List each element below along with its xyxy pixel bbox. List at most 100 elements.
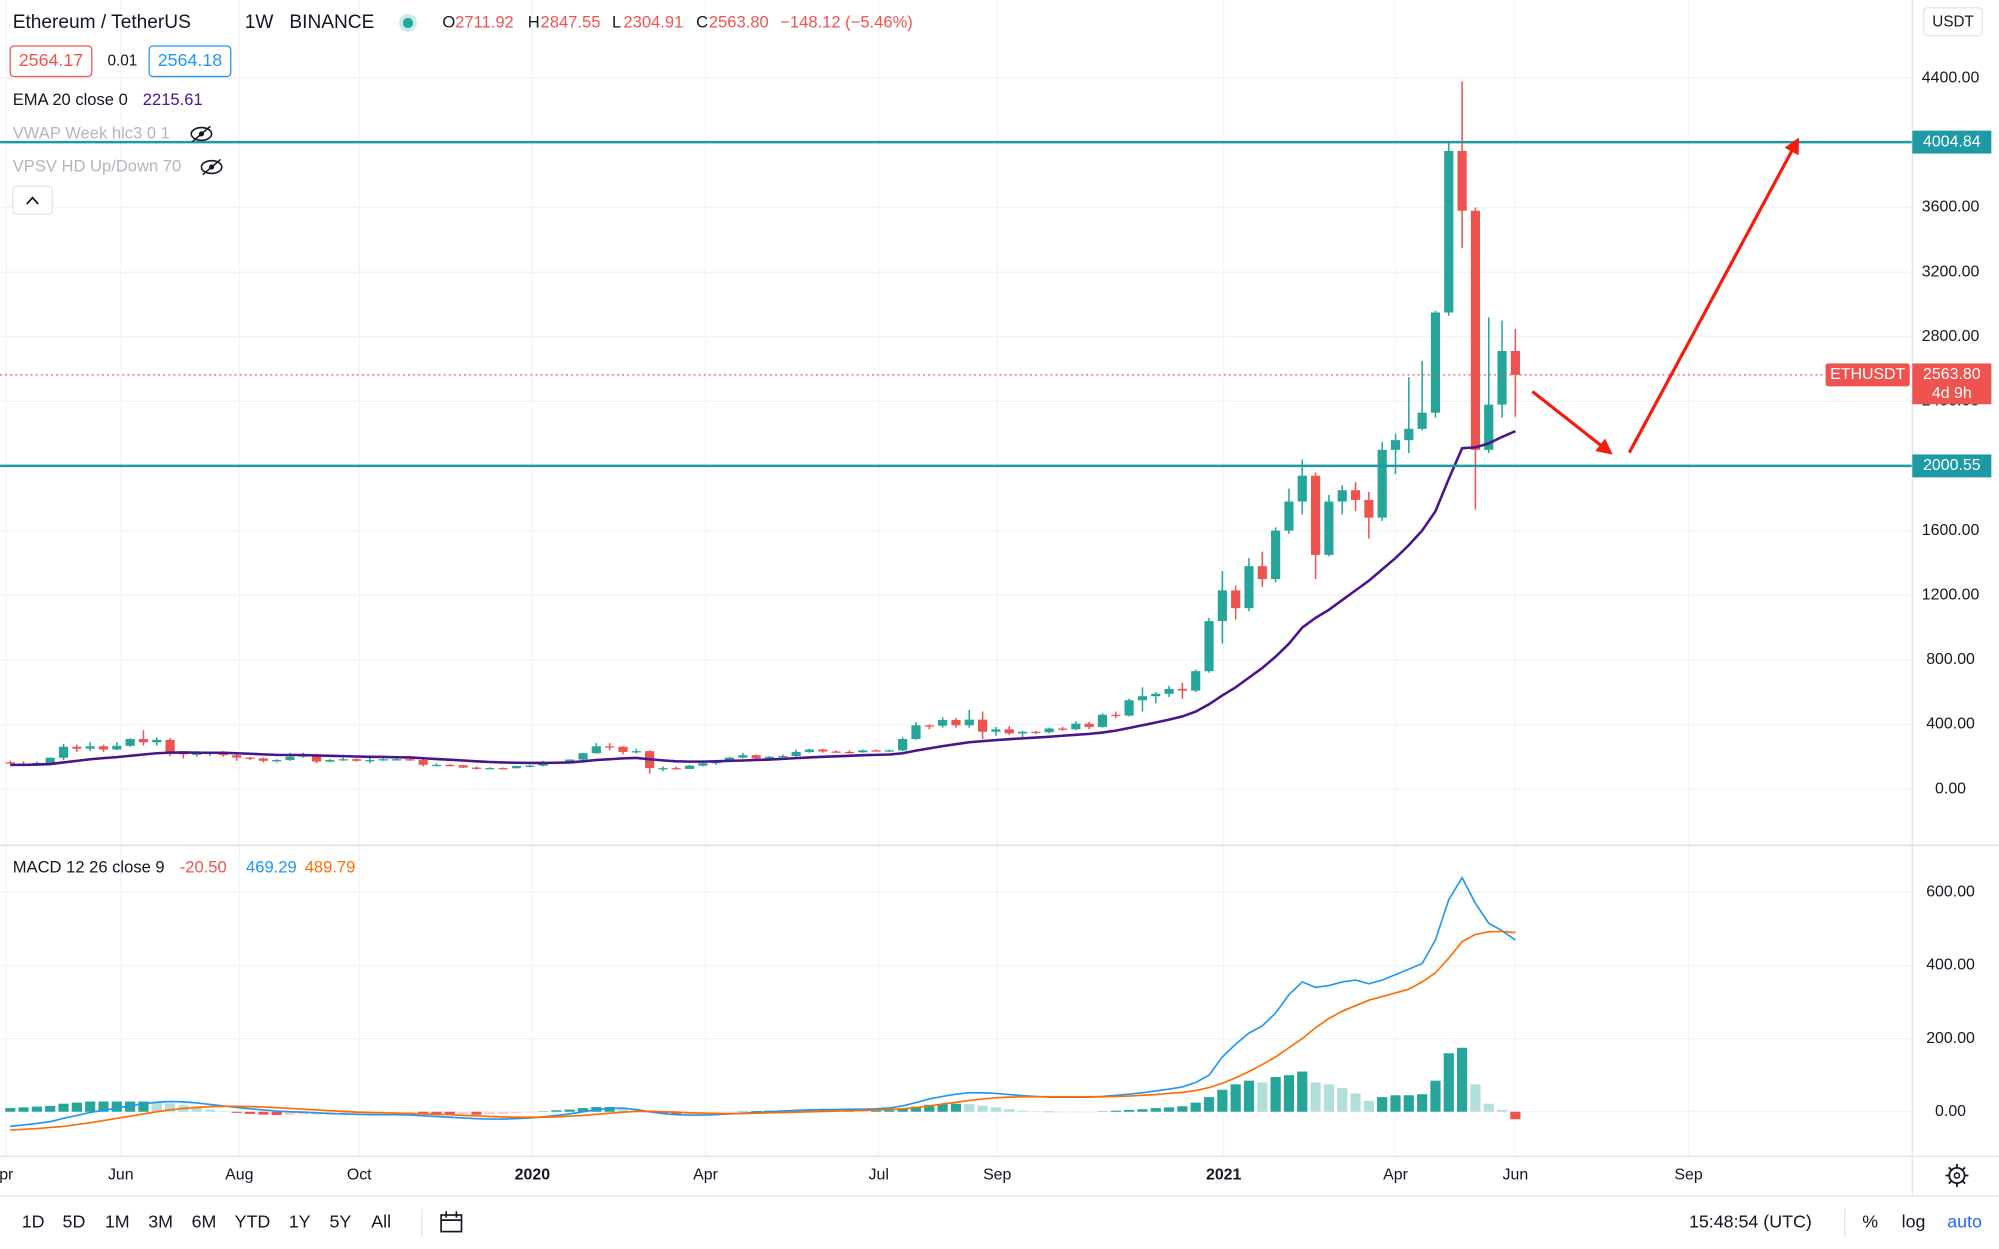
candle-body — [831, 751, 841, 753]
auto-toggle[interactable]: auto — [1947, 1211, 1982, 1231]
bid[interactable]: 2564.17 — [19, 50, 84, 70]
toolbar: 1D 5D 1M 3M 6M YTD 1Y 5Y All — [22, 1211, 391, 1231]
ask[interactable]: 2564.18 — [158, 50, 223, 70]
plot — [0, 81, 1913, 1131]
histogram-bar — [497, 1111, 509, 1114]
settings-icon[interactable] — [1945, 1164, 1969, 1187]
histogram-bar — [1150, 1108, 1161, 1112]
ema-line — [10, 429, 1516, 767]
histogram-bar — [258, 1111, 269, 1115]
status-dot — [402, 17, 414, 29]
histogram-bar — [1457, 1047, 1468, 1112]
range-button[interactable]: 5Y — [329, 1211, 351, 1231]
range-button[interactable]: 3M — [148, 1211, 173, 1231]
currency[interactable]: USDT — [1932, 13, 1974, 30]
histogram-bar — [1257, 1082, 1268, 1112]
histogram-bar — [271, 1111, 282, 1116]
eye-off-icon[interactable] — [200, 158, 223, 176]
histogram-bar — [164, 1103, 176, 1112]
interval: 1W — [245, 12, 274, 33]
range-button[interactable]: All — [371, 1211, 391, 1231]
histogram-bar — [1230, 1084, 1241, 1112]
currency-box[interactable] — [1923, 7, 1984, 37]
candle-body — [751, 755, 761, 759]
histogram-bar — [551, 1110, 562, 1112]
x-tick-label: 2021 — [1206, 1167, 1242, 1184]
ohlc-value: 2563.80 — [709, 12, 769, 31]
candle-body — [591, 746, 601, 754]
histogram-bar — [45, 1105, 56, 1112]
percent-toggle[interactable]: % — [1862, 1211, 1878, 1231]
candle-body — [1057, 728, 1068, 730]
histogram-bar — [857, 1110, 868, 1112]
candle-body — [98, 746, 109, 750]
candle-body — [1111, 714, 1121, 717]
candle-body — [1097, 714, 1108, 727]
y-tick-label: 400.00 — [1926, 716, 1975, 733]
candle-body — [1164, 688, 1174, 694]
histogram-bar — [1483, 1103, 1494, 1112]
ohlc-key: C — [696, 12, 708, 31]
candle-body — [525, 765, 535, 767]
histogram-bar — [1363, 1100, 1374, 1112]
candle-body — [1310, 475, 1321, 555]
collapse-button[interactable] — [12, 185, 53, 215]
range-button[interactable]: 6M — [192, 1211, 217, 1231]
histogram-bar — [458, 1111, 469, 1115]
histogram-bar — [1417, 1094, 1428, 1112]
candle-body — [1017, 731, 1028, 734]
histogram-bar — [1323, 1084, 1335, 1112]
candle-body — [1124, 700, 1134, 716]
histogram-bar — [1496, 1109, 1508, 1112]
histogram-bar — [138, 1101, 149, 1112]
range-button[interactable]: 5D — [63, 1211, 86, 1231]
histogram-bar — [657, 1111, 669, 1114]
macd-line — [10, 875, 1516, 1128]
candle-body — [671, 768, 681, 770]
range-button[interactable]: YTD — [235, 1211, 271, 1231]
candle-body — [964, 719, 974, 726]
histogram-bar — [870, 1110, 882, 1112]
candle-body — [232, 755, 242, 758]
histogram-bar — [924, 1104, 935, 1112]
histogram-bar — [1470, 1084, 1481, 1112]
histogram-bar — [804, 1109, 815, 1112]
candle-body — [738, 755, 748, 758]
candle-body — [871, 750, 881, 752]
candle-body — [1470, 210, 1481, 450]
histogram-bar — [1310, 1082, 1321, 1112]
bid-box[interactable] — [9, 45, 93, 78]
candle-body — [911, 725, 921, 740]
candle-body — [698, 763, 708, 766]
candle-body — [791, 751, 801, 756]
candle-body — [258, 758, 268, 761]
eye-off-icon[interactable] — [190, 125, 213, 143]
hidden-indicator: VWAP Week hlc3 0 1 — [13, 123, 170, 142]
histogram-bar — [1430, 1080, 1441, 1112]
candle-body — [45, 757, 55, 763]
candle-body — [1244, 566, 1254, 609]
range-button[interactable]: 1D — [22, 1211, 45, 1231]
histogram-bar — [1137, 1109, 1148, 1112]
x-tick-label: Jun — [1503, 1167, 1529, 1184]
histogram-bar — [58, 1103, 69, 1112]
calendar-icon[interactable] — [440, 1211, 463, 1233]
ask-box[interactable] — [148, 45, 232, 78]
range-button[interactable]: 1M — [105, 1211, 130, 1231]
level-label-bg — [1912, 130, 1992, 154]
histogram-bar — [191, 1107, 202, 1112]
candle-body — [618, 746, 628, 752]
histogram-bar — [31, 1106, 42, 1112]
histogram-bar — [244, 1111, 256, 1114]
ohlc-value: 2711.92 — [455, 12, 514, 31]
histogram-bar — [990, 1107, 1002, 1112]
range-button[interactable]: 1Y — [289, 1211, 311, 1231]
histogram-bar — [1124, 1109, 1135, 1112]
last-price-bg — [1912, 363, 1992, 405]
y-tick-label: 600.00 — [1926, 884, 1975, 901]
countdown: 4d 9h — [1932, 385, 1972, 402]
log-toggle[interactable]: log — [1902, 1211, 1926, 1231]
candle-body — [5, 762, 15, 764]
candle-body — [312, 754, 322, 762]
